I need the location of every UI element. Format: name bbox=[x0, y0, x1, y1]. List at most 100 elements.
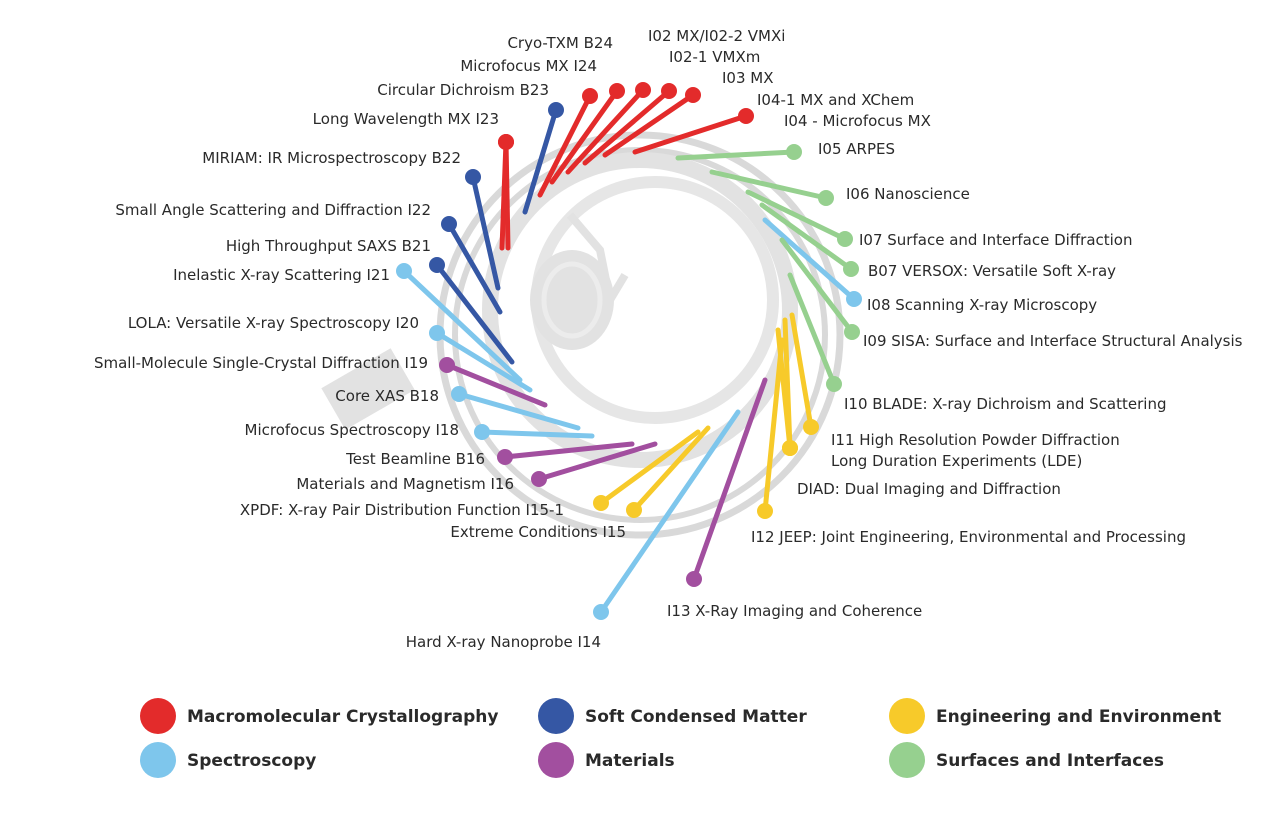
legend-label-macromolecular: Macromolecular Crystallography bbox=[187, 707, 498, 727]
beamline-28-line bbox=[444, 362, 548, 408]
beamline-lines bbox=[401, 87, 857, 615]
beamline-29-dot bbox=[429, 325, 445, 341]
beamline-1-dot bbox=[582, 88, 598, 104]
beamline-12-label: B07 VERSOX: Versatile Soft X-ray bbox=[868, 262, 1116, 280]
beamline-3-line bbox=[499, 139, 509, 251]
beamline-33-line bbox=[470, 174, 501, 291]
beamline-14-dot bbox=[844, 324, 860, 340]
beamline-2-label: Circular Dichroism B23 bbox=[377, 81, 549, 99]
beamline-15-dot bbox=[826, 376, 842, 392]
legend-swatch-surfaces bbox=[889, 742, 925, 778]
beamline-20-dot bbox=[686, 571, 702, 587]
beamline-16-dot bbox=[803, 419, 819, 435]
beamline-31-line bbox=[434, 262, 515, 365]
beamline-10-dot bbox=[818, 190, 834, 206]
beamline-0-line bbox=[522, 107, 559, 215]
beamline-24-dot bbox=[531, 471, 547, 487]
beamline-16-line bbox=[789, 312, 814, 430]
beamline-30-line bbox=[401, 268, 523, 383]
beamline-9-dot bbox=[786, 144, 802, 160]
beamline-13-label: I08 Scanning X-ray Microscopy bbox=[867, 296, 1097, 314]
legend-swatch-materials bbox=[538, 742, 574, 778]
beamline-31-dot bbox=[429, 257, 445, 273]
beamline-7-dot bbox=[685, 87, 701, 103]
beamline-12-line bbox=[759, 202, 854, 272]
beamline-32-dot bbox=[441, 216, 457, 232]
beamline-10-label: I06 Nanoscience bbox=[846, 185, 970, 203]
beamline-8-label: I04 - Microfocus MX bbox=[784, 112, 931, 130]
beamline-28-label: Small-Molecule Single-Crystal Diffractio… bbox=[94, 354, 428, 372]
beamline-26-line bbox=[479, 429, 595, 439]
beamline-17-label: Long Duration Experiments (LDE) bbox=[831, 452, 1082, 470]
beamline-11-dot bbox=[837, 231, 853, 247]
beamline-25-dot bbox=[497, 449, 513, 465]
beamline-11-label: I07 Surface and Interface Diffraction bbox=[859, 231, 1133, 249]
facility-annex bbox=[321, 348, 415, 430]
legend-label-engineering: Engineering and Environment bbox=[936, 707, 1221, 727]
beamline-30-dot bbox=[396, 263, 412, 279]
beamline-25-label: Test Beamline B16 bbox=[345, 450, 485, 468]
beamline-4-dot bbox=[609, 83, 625, 99]
beamline-9-label: I05 ARPES bbox=[818, 140, 895, 158]
legend-swatch-macromolecular bbox=[140, 698, 176, 734]
beamline-28-dot bbox=[439, 357, 455, 373]
beamline-9-line bbox=[675, 149, 797, 161]
beamline-24-line bbox=[536, 441, 658, 482]
beamline-5-line bbox=[565, 87, 646, 175]
beamline-0-label: Cryo-TXM B24 bbox=[507, 34, 613, 52]
beamline-20-label: I13 X-Ray Imaging and Coherence bbox=[667, 602, 922, 620]
legend-label-soft: Soft Condensed Matter bbox=[585, 707, 807, 727]
beamline-25-line bbox=[502, 441, 635, 460]
beamline-23-label: XPDF: X-ray Pair Distribution Function I… bbox=[240, 501, 564, 519]
beamline-13-line bbox=[762, 217, 857, 302]
linac-inner bbox=[541, 261, 603, 339]
beamline-23-line bbox=[598, 429, 701, 506]
beamline-4-label: I02 MX/I02-2 VMXi bbox=[648, 27, 785, 45]
legend: Macromolecular Crystallography Soft Conde… bbox=[140, 698, 1221, 778]
beamline-12-dot bbox=[843, 261, 859, 277]
legend-label-materials: Materials bbox=[585, 751, 675, 771]
storage-ring-hall bbox=[482, 152, 798, 468]
beamline-27-dot bbox=[451, 386, 467, 402]
beamline-19-dot bbox=[757, 503, 773, 519]
beamline-30-label: Inelastic X-ray Scattering I21 bbox=[173, 266, 390, 284]
beamline-6-dot bbox=[661, 83, 677, 99]
beamline-19-label: I12 JEEP: Joint Engineering, Environment… bbox=[751, 528, 1186, 546]
beamline-21-label: Hard X-ray Nanoprobe I14 bbox=[406, 633, 601, 651]
beamline-5-dot bbox=[635, 82, 651, 98]
legend-swatch-soft bbox=[538, 698, 574, 734]
beamline-15-label: I10 BLADE: X-ray Dichroism and Scatterin… bbox=[844, 395, 1166, 413]
beamline-23-dot bbox=[593, 495, 609, 511]
beamline-3-label: Long Wavelength MX I23 bbox=[313, 110, 499, 128]
beamline-labels: Cryo-TXM B24 Microfocus MX I24 Circular Di… bbox=[94, 27, 1243, 651]
beamline-29-label: LOLA: Versatile X-ray Spectroscopy I20 bbox=[128, 314, 419, 332]
legend-label-spectroscopy: Spectroscopy bbox=[187, 751, 316, 771]
beamline-4-line bbox=[549, 88, 620, 185]
beamline-27-label: Core XAS B18 bbox=[335, 387, 439, 405]
beamline-22-line bbox=[631, 425, 711, 513]
beamline-14-line bbox=[779, 237, 855, 335]
beamline-13-dot bbox=[846, 291, 862, 307]
beamline-18-label: DIAD: Dual Imaging and Diffraction bbox=[797, 480, 1061, 498]
beamline-5-label: I02-1 VMXm bbox=[669, 48, 760, 66]
legend-swatch-engineering bbox=[889, 698, 925, 734]
beamline-32-label: Small Angle Scattering and Diffraction I… bbox=[115, 201, 431, 219]
beamline-22-label: Extreme Conditions I15 bbox=[450, 523, 626, 541]
beamline-14-label: I09 SISA: Surface and Interface Structur… bbox=[863, 332, 1243, 350]
beamline-20-line bbox=[691, 377, 768, 582]
beamline-26-dot bbox=[474, 424, 490, 440]
legend-swatch-spectroscopy bbox=[140, 742, 176, 778]
beamline-18-dot bbox=[782, 440, 798, 456]
beamline-8-dot bbox=[738, 108, 754, 124]
beamline-31-label: High Throughput SAXS B21 bbox=[226, 237, 431, 255]
beamline-8-line bbox=[632, 113, 749, 155]
beamline-1-label: Microfocus MX I24 bbox=[460, 57, 597, 75]
beamline-29-line bbox=[434, 330, 533, 393]
beamline-22-dot bbox=[626, 502, 642, 518]
beamline-11-line bbox=[745, 189, 848, 242]
beamline-15-line bbox=[787, 272, 837, 387]
beamline-6-line bbox=[582, 88, 672, 166]
beamline-7-line bbox=[602, 92, 696, 158]
beamline-33-label: MIRIAM: IR Microspectroscopy B22 bbox=[202, 149, 461, 167]
